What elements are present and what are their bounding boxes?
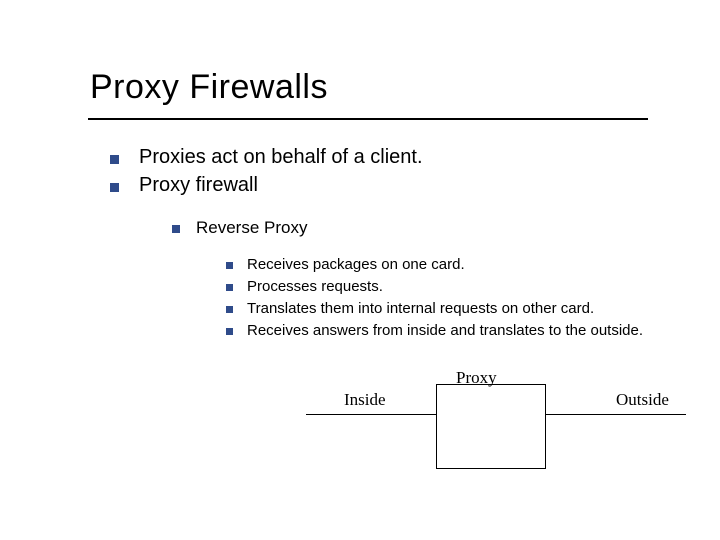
diagram-label-inside: Inside [344,390,386,410]
square-bullet-icon [226,328,233,335]
bullet-l1-item: Proxy firewall [110,174,258,197]
diagram-line-right [546,414,686,415]
bullet-l2-item: Reverse Proxy [172,218,307,238]
square-bullet-icon [110,155,119,164]
bullet-l2-text: Reverse Proxy [196,218,307,238]
diagram-line-left [306,414,436,415]
slide: Proxy Firewalls Proxies act on behalf of… [0,0,720,540]
bullet-l1-text: Proxies act on behalf of a client. [139,146,423,169]
bullet-l3-item: Receives answers from inside and transla… [226,322,643,339]
bullet-l3-item: Processes requests. [226,278,383,295]
bullet-l3-item: Translates them into internal requests o… [226,300,594,317]
bullet-l3-text: Translates them into internal requests o… [247,300,594,317]
bullet-l3-text: Processes requests. [247,278,383,295]
bullet-l1-text: Proxy firewall [139,174,258,197]
proxy-diagram: Inside Proxy Outside [306,374,686,484]
square-bullet-icon [226,262,233,269]
bullet-l3-item: Receives packages on one card. [226,256,465,273]
bullet-l3-text: Receives answers from inside and transla… [247,322,643,339]
bullet-l1-item: Proxies act on behalf of a client. [110,146,423,169]
square-bullet-icon [226,284,233,291]
bullet-l3-text: Receives packages on one card. [247,256,465,273]
title-underline [88,118,648,120]
square-bullet-icon [110,183,119,192]
slide-title: Proxy Firewalls [90,68,328,107]
diagram-label-proxy: Proxy [456,368,497,388]
diagram-proxy-box [436,384,546,469]
square-bullet-icon [172,225,180,233]
square-bullet-icon [226,306,233,313]
diagram-label-outside: Outside [616,390,669,410]
